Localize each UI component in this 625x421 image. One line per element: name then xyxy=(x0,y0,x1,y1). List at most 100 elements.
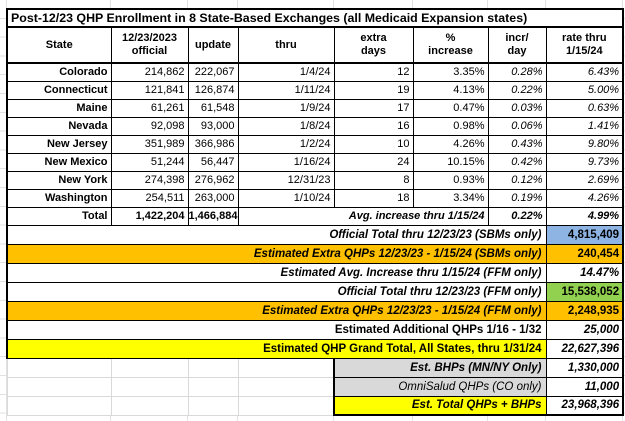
summary-value[interactable]: 25,000 xyxy=(545,319,625,340)
cell-pct-increase[interactable]: 4.26% xyxy=(412,134,489,154)
summary-value[interactable]: 23,968,396 xyxy=(545,395,625,416)
empty-cell[interactable] xyxy=(110,357,189,378)
cell-pct-increase[interactable]: 3.35% xyxy=(412,62,489,82)
col-header-official[interactable]: 12/23/2023 official xyxy=(110,26,189,64)
summary-value[interactable]: 240,454 xyxy=(545,243,625,264)
empty-cell[interactable] xyxy=(6,357,112,378)
cell-extra-days[interactable]: 16 xyxy=(333,116,414,136)
col-header-incr-day[interactable]: incr/day xyxy=(487,26,547,64)
cell-rate-thru[interactable]: 5.00% xyxy=(545,80,625,100)
cell-official[interactable]: 61,261 xyxy=(110,98,189,118)
total-update[interactable]: 1,466,884 xyxy=(187,206,239,226)
cell-official[interactable]: 214,862 xyxy=(110,62,189,82)
cell-state[interactable]: Connecticut xyxy=(6,80,112,100)
cell-state[interactable]: New Jersey xyxy=(6,134,112,154)
summary-value[interactable]: 4,815,409 xyxy=(545,224,625,245)
cell-pct-increase[interactable]: 4.13% xyxy=(412,80,489,100)
cell-update[interactable]: 126,874 xyxy=(187,80,239,100)
summary-label[interactable]: Est. BHPs (MN/NY Only) xyxy=(333,357,547,378)
cell-incr-per-day[interactable]: 0.12% xyxy=(487,170,547,190)
cell-incr-per-day[interactable]: 0.22% xyxy=(487,80,547,100)
summary-label[interactable]: Official Total thru 12/23/23 (SBMs only) xyxy=(6,224,547,245)
summary-value[interactable]: 1,330,000 xyxy=(545,357,625,378)
cell-incr-per-day[interactable]: 0.42% xyxy=(487,152,547,172)
cell-official[interactable]: 51,244 xyxy=(110,152,189,172)
cell-thru[interactable]: 1/2/24 xyxy=(237,134,335,154)
summary-label[interactable]: Estimated Extra QHPs 12/23/23 - 1/15/24 … xyxy=(6,243,547,264)
summary-value[interactable]: 2,248,935 xyxy=(545,300,625,321)
summary-label[interactable]: Estimated Additional QHPs 1/16 - 1/32 xyxy=(6,319,547,340)
cell-extra-days[interactable]: 17 xyxy=(333,98,414,118)
cell-rate-thru[interactable]: 0.63% xyxy=(545,98,625,118)
cell-pct-increase[interactable]: 0.93% xyxy=(412,170,489,190)
cell-pct-increase[interactable]: 0.98% xyxy=(412,116,489,136)
cell-state[interactable]: New York xyxy=(6,170,112,190)
summary-label[interactable]: Estimated Extra QHPs 12/23/23 - 1/15/24 … xyxy=(6,300,547,321)
cell-update[interactable]: 263,000 xyxy=(187,188,239,208)
cell-update[interactable]: 61,548 xyxy=(187,98,239,118)
summary-label[interactable]: OmniSalud QHPs (CO only) xyxy=(333,376,547,397)
empty-cell[interactable] xyxy=(187,395,239,416)
col-header-update[interactable]: update xyxy=(187,26,239,64)
cell-thru[interactable]: 1/16/24 xyxy=(237,152,335,172)
cell-incr-per-day[interactable]: 0.03% xyxy=(487,98,547,118)
cell-extra-days[interactable]: 10 xyxy=(333,134,414,154)
total-label[interactable]: Total xyxy=(6,206,112,226)
cell-official[interactable]: 254,511 xyxy=(110,188,189,208)
cell-rate-thru[interactable]: 4.26% xyxy=(545,188,625,208)
empty-cell[interactable] xyxy=(6,395,112,416)
cell-pct-increase[interactable]: 3.34% xyxy=(412,188,489,208)
avg-increase-label[interactable]: Avg. increase thru 1/15/24 xyxy=(237,206,489,226)
empty-cell[interactable] xyxy=(187,357,239,378)
empty-cell[interactable] xyxy=(6,376,112,397)
summary-value[interactable]: 22,627,396 xyxy=(545,338,625,359)
cell-update[interactable]: 56,447 xyxy=(187,152,239,172)
summary-value[interactable]: 14.47% xyxy=(545,262,625,283)
cell-rate-thru[interactable]: 6.43% xyxy=(545,62,625,82)
cell-update[interactable]: 93,000 xyxy=(187,116,239,136)
cell-rate-thru[interactable]: 2.69% xyxy=(545,170,625,190)
cell-extra-days[interactable]: 24 xyxy=(333,152,414,172)
empty-cell[interactable] xyxy=(237,376,335,397)
cell-thru[interactable]: 1/9/24 xyxy=(237,98,335,118)
cell-extra-days[interactable]: 19 xyxy=(333,80,414,100)
cell-thru[interactable]: 1/11/24 xyxy=(237,80,335,100)
summary-label[interactable]: Est. Total QHPs + BHPs xyxy=(333,395,547,416)
summary-label[interactable]: Estimated Avg. Increase thru 1/15/24 (FF… xyxy=(6,262,547,283)
cell-extra-days[interactable]: 8 xyxy=(333,170,414,190)
summary-value[interactable]: 11,000 xyxy=(545,376,625,397)
col-header-rate-thru[interactable]: rate thru 1/15/24 xyxy=(545,26,625,64)
cell-pct-increase[interactable]: 0.47% xyxy=(412,98,489,118)
cell-incr-per-day[interactable]: 0.43% xyxy=(487,134,547,154)
total-rate-thru[interactable]: 4.99% xyxy=(545,206,625,226)
cell-extra-days[interactable]: 18 xyxy=(333,188,414,208)
cell-thru[interactable]: 1/8/24 xyxy=(237,116,335,136)
col-header-extra-days[interactable]: extra days xyxy=(333,26,414,64)
cell-pct-increase[interactable]: 10.15% xyxy=(412,152,489,172)
summary-label[interactable]: Estimated QHP Grand Total, All States, t… xyxy=(6,338,547,359)
cell-incr-per-day[interactable]: 0.06% xyxy=(487,116,547,136)
cell-update[interactable]: 276,962 xyxy=(187,170,239,190)
empty-cell[interactable] xyxy=(110,376,189,397)
empty-cell[interactable] xyxy=(237,357,335,378)
summary-label[interactable]: Official Total thru 12/23/23 (FFM only) xyxy=(6,281,547,302)
col-header-pct-increase[interactable]: % increase xyxy=(412,26,489,64)
cell-state[interactable]: Washington xyxy=(6,188,112,208)
total-official[interactable]: 1,422,204 xyxy=(110,206,189,226)
cell-extra-days[interactable]: 12 xyxy=(333,62,414,82)
cell-rate-thru[interactable]: 9.73% xyxy=(545,152,625,172)
cell-state[interactable]: Maine xyxy=(6,98,112,118)
empty-cell[interactable] xyxy=(237,395,335,416)
cell-incr-per-day[interactable]: 0.19% xyxy=(487,188,547,208)
cell-state[interactable]: Nevada xyxy=(6,116,112,136)
col-header-thru[interactable]: thru xyxy=(237,26,335,64)
cell-state[interactable]: Colorado xyxy=(6,62,112,82)
cell-rate-thru[interactable]: 9.80% xyxy=(545,134,625,154)
cell-official[interactable]: 92,098 xyxy=(110,116,189,136)
col-header-state[interactable]: State xyxy=(6,26,112,64)
cell-thru[interactable]: 1/10/24 xyxy=(237,188,335,208)
total-incr-per-day[interactable]: 0.22% xyxy=(487,206,547,226)
summary-value[interactable]: 15,538,052 xyxy=(545,281,625,302)
cell-update[interactable]: 366,986 xyxy=(187,134,239,154)
cell-official[interactable]: 121,841 xyxy=(110,80,189,100)
